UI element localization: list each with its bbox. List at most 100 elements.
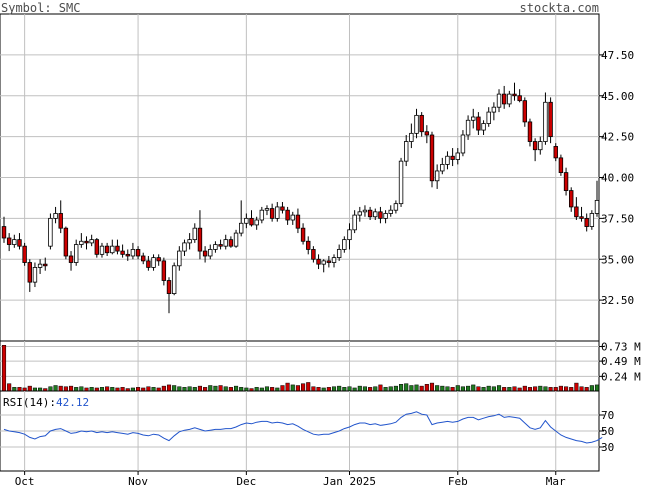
volume-bar bbox=[388, 386, 393, 392]
volume-bar bbox=[584, 387, 589, 392]
candle-body bbox=[543, 101, 548, 142]
candle-body bbox=[166, 280, 172, 294]
volume-bar bbox=[347, 386, 352, 392]
candle-body bbox=[110, 245, 115, 254]
candle-body bbox=[233, 232, 239, 247]
candle-body bbox=[538, 141, 543, 151]
candle-body bbox=[434, 170, 440, 182]
candle-body bbox=[342, 239, 347, 250]
candle-body bbox=[409, 132, 414, 142]
volume-bar bbox=[192, 387, 197, 392]
candle-body bbox=[486, 111, 491, 124]
candle-body bbox=[146, 260, 151, 268]
candle-body bbox=[419, 114, 424, 133]
candle-body bbox=[99, 245, 105, 255]
volume-tick-label: 0.49 M bbox=[601, 355, 641, 368]
volume-bar bbox=[17, 387, 22, 392]
candle-body bbox=[300, 227, 306, 242]
candle-body bbox=[290, 214, 295, 221]
candle-body bbox=[22, 245, 27, 263]
candle-body bbox=[228, 239, 234, 247]
price-tick-label: 47.50 bbox=[601, 49, 634, 62]
candle-body bbox=[151, 257, 156, 268]
volume-bar bbox=[223, 386, 228, 392]
brand-label: stockta.com bbox=[519, 1, 599, 15]
volume-bar bbox=[404, 383, 409, 392]
volume-bar bbox=[99, 387, 105, 392]
candle-body bbox=[269, 208, 275, 219]
candle-body bbox=[440, 164, 445, 172]
volume-bar bbox=[290, 384, 295, 392]
volume-bar bbox=[481, 387, 486, 392]
candle-body bbox=[558, 157, 564, 173]
volume-bar bbox=[58, 385, 63, 392]
volume-bar bbox=[460, 386, 465, 392]
volume-bar bbox=[270, 387, 275, 392]
candle-body bbox=[197, 227, 203, 252]
candle-body bbox=[589, 213, 595, 227]
rsi-tick-label: 50 bbox=[601, 425, 614, 438]
volume-bar bbox=[213, 385, 218, 392]
candle-body bbox=[249, 217, 254, 226]
candle-body bbox=[12, 239, 17, 245]
volume-tick-label: 0.73 M bbox=[601, 340, 641, 353]
volume-bar bbox=[466, 385, 471, 392]
candle-body bbox=[455, 152, 460, 160]
rsi-axis: 70 50 30 bbox=[599, 409, 614, 454]
candle-body bbox=[331, 257, 337, 263]
price-grid bbox=[0, 14, 599, 341]
candle-body bbox=[79, 240, 84, 245]
price-tick-label: 42.50 bbox=[601, 131, 634, 144]
x-tick-label: Jan 2025 bbox=[323, 475, 376, 486]
candle-body bbox=[187, 239, 192, 244]
volume-bar bbox=[445, 386, 450, 392]
candle-body bbox=[43, 263, 48, 267]
price-tick-label: 32.50 bbox=[601, 294, 634, 307]
volume-bar bbox=[89, 387, 94, 392]
volume-bar bbox=[398, 384, 404, 392]
candle-body bbox=[476, 116, 481, 131]
candle-body bbox=[264, 208, 270, 211]
candle-body bbox=[326, 260, 332, 263]
candle-body bbox=[104, 245, 110, 254]
rsi-line bbox=[3, 411, 603, 444]
candle-body bbox=[362, 209, 368, 213]
volume-bar bbox=[337, 385, 342, 392]
volume-bar bbox=[569, 387, 574, 392]
volume-bar bbox=[63, 386, 68, 392]
candle-body bbox=[48, 217, 53, 247]
volume-bar bbox=[383, 387, 388, 392]
volume-bar bbox=[105, 386, 110, 392]
x-tick-label: Feb bbox=[448, 475, 468, 486]
price-tick-label: 40.00 bbox=[601, 172, 634, 185]
rsi-grid bbox=[0, 391, 599, 471]
volume-bar bbox=[326, 387, 331, 392]
candle-body bbox=[171, 265, 177, 294]
candle-body bbox=[17, 239, 22, 247]
volume-bar bbox=[512, 386, 517, 392]
candle-body bbox=[471, 116, 476, 121]
candle-body bbox=[383, 213, 388, 219]
volume-bar bbox=[233, 385, 239, 392]
x-tick-label: Nov bbox=[128, 475, 148, 486]
volume-bar bbox=[239, 387, 244, 392]
candle-body bbox=[429, 134, 435, 182]
volume-bar bbox=[79, 386, 84, 392]
volume-bar bbox=[486, 385, 491, 392]
volume-bar bbox=[295, 385, 300, 392]
candle-body bbox=[336, 249, 342, 259]
candle-body bbox=[553, 146, 558, 159]
candle-body bbox=[202, 250, 208, 257]
candle-body bbox=[311, 249, 316, 260]
volume-bar bbox=[218, 385, 223, 392]
volume-bar bbox=[177, 386, 182, 392]
candle-body bbox=[182, 242, 187, 252]
candle-body bbox=[321, 260, 326, 265]
candle-body bbox=[135, 249, 141, 257]
candle-body bbox=[594, 199, 600, 214]
volume-bar bbox=[166, 384, 172, 392]
candle-body bbox=[579, 216, 584, 219]
volume-bar bbox=[357, 385, 362, 392]
candle-body bbox=[465, 119, 471, 136]
volume-bar bbox=[110, 387, 115, 392]
